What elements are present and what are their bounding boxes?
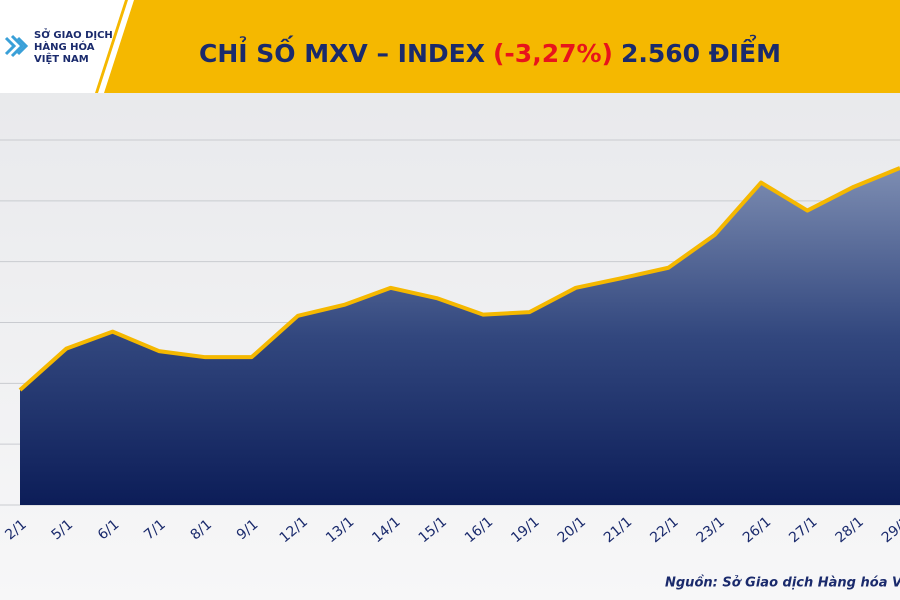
line [18,166,900,392]
title-text: CHỈ SỐ MXV – INDEX [199,35,485,68]
area [20,167,900,505]
logo-panel [0,0,125,93]
header-band [0,0,900,93]
logo-icon [4,34,29,58]
logo-text: VIỆT NAM [34,52,89,65]
title-change: (-3,27%) [493,39,613,68]
title-value: 2.560 ĐIỂM [621,34,781,68]
logo-text: HÀNG HÓA [34,40,95,53]
logo-text: SỞ GIAO DỊCH [34,27,113,41]
source-note: Nguồn: Sở Giao dịch Hàng hóa Việt N [665,576,900,591]
logo-stripe [98,0,134,93]
chart-title: CHỈ SỐ MXV – INDEX (-3,27%) 2.560 ĐIỂM [199,34,781,68]
